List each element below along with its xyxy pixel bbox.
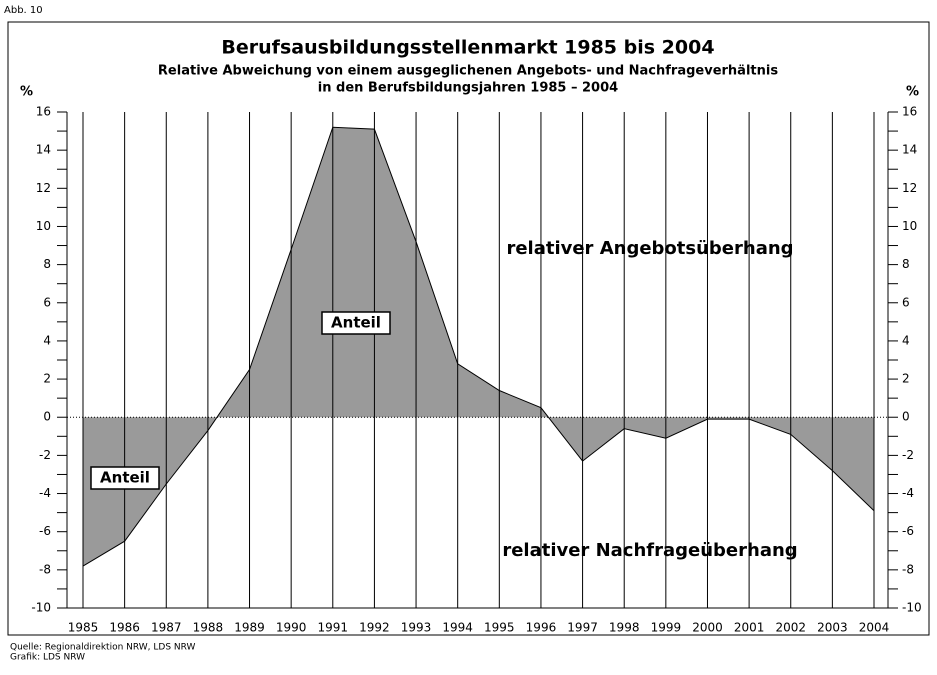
- y-tick-label: -8: [39, 562, 51, 576]
- y-tick-label: -10: [31, 601, 51, 615]
- x-tick-label: 1986: [109, 621, 140, 635]
- y2-tick-label: 4: [902, 333, 910, 347]
- x-tick-label: 1987: [151, 621, 182, 635]
- x-tick-label: 1997: [567, 621, 598, 635]
- y-axis-label: %: [20, 85, 33, 100]
- y2-tick-label: 6: [902, 295, 910, 309]
- annotation: relativer Nachfrageüberhang: [502, 540, 797, 561]
- chart-subtitle: in den Berufsbildungsjahren 1985 – 2004: [318, 81, 618, 96]
- x-tick-label: 1988: [193, 621, 224, 635]
- y-tick-label: 0: [43, 410, 51, 424]
- x-tick-label: 2004: [859, 621, 890, 635]
- area: [83, 127, 874, 567]
- y-tick-label: 6: [43, 295, 51, 309]
- x-tick-label: 2000: [692, 621, 723, 635]
- x-tick-label: 1992: [359, 621, 390, 635]
- y2-tick-label: 12: [902, 181, 917, 195]
- y-tick-label: 12: [36, 181, 51, 195]
- y-tick-label: 2: [43, 372, 51, 386]
- annotation: relativer Angebotsüberhang: [506, 238, 793, 259]
- source: Quelle: Regionaldirektion NRW, LDS NRW: [10, 643, 196, 653]
- y2-tick-label: 0: [902, 410, 910, 424]
- x-tick-label: 1998: [609, 621, 640, 635]
- x-tick-label: 1991: [318, 621, 349, 635]
- y2-tick-label: 10: [902, 219, 917, 233]
- y2-tick-label: -10: [902, 601, 922, 615]
- x-tick-label: 1995: [484, 621, 515, 635]
- x-tick-label: 1996: [526, 621, 557, 635]
- x-tick-label: 2001: [734, 621, 765, 635]
- x-tick-label: 1989: [234, 621, 265, 635]
- y-tick-label: 4: [43, 333, 51, 347]
- annotation-box: [321, 311, 391, 335]
- y2-tick-label: 8: [902, 257, 910, 271]
- line: [82, 126, 875, 567]
- annotation: Anteil: [331, 314, 381, 332]
- x-tick-label: 1994: [442, 621, 473, 635]
- y-tick-label: 10: [36, 219, 51, 233]
- x-tick-label: 2002: [775, 621, 806, 635]
- y2-tick-label: 2: [902, 372, 910, 386]
- y2-tick-label: -2: [902, 448, 914, 462]
- x-tick-label: 1993: [401, 621, 432, 635]
- chart-title: Berufsausbildungsstellenmarkt 1985 bis 2…: [221, 37, 714, 59]
- y2-tick-label: -6: [902, 524, 914, 538]
- x-tick-label: 1999: [651, 621, 682, 635]
- y2-tick-label: -4: [902, 486, 914, 500]
- y-tick-label: -2: [39, 448, 51, 462]
- y-tick-label: -4: [39, 486, 51, 500]
- annotation-box: [90, 466, 160, 490]
- y-tick-label: 14: [36, 143, 51, 157]
- y2-tick-label: -8: [902, 562, 914, 576]
- x-tick-label: 2003: [817, 621, 848, 635]
- y-tick-label: 8: [43, 257, 51, 271]
- chart-subtitle: Relative Abweichung von einem ausgeglich…: [158, 64, 778, 79]
- y-tick-label: -6: [39, 524, 51, 538]
- y2-tick-label: 14: [902, 143, 917, 157]
- figure-label: Abb. 10: [4, 5, 43, 16]
- x-tick-label: 1990: [276, 621, 307, 635]
- credit: Grafik: LDS NRW: [10, 653, 85, 663]
- y2-tick-label: 16: [902, 105, 917, 119]
- annotation: Anteil: [100, 469, 150, 487]
- frame: [7, 21, 930, 636]
- y-tick-label: 16: [36, 105, 51, 119]
- x-tick-label: 1985: [68, 621, 99, 635]
- y2-axis-label: %: [906, 85, 919, 100]
